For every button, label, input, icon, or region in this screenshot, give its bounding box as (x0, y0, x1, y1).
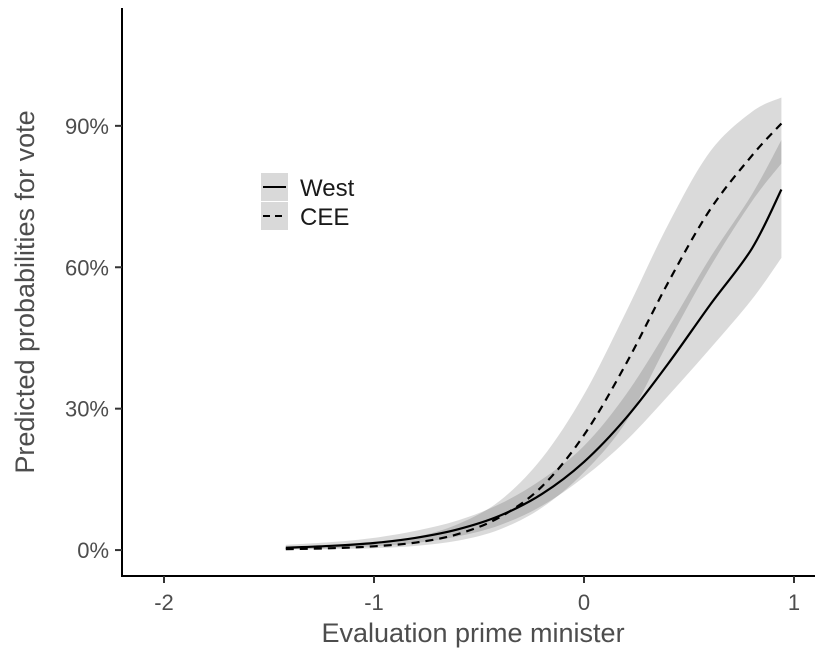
ci-band-cee (285, 97, 782, 550)
x-tick-label: 0 (578, 590, 590, 615)
x-tick-label: -1 (364, 590, 384, 615)
series-lines (285, 122, 783, 551)
y-tick-label: 60% (65, 255, 109, 280)
series-line-cee (285, 122, 783, 551)
y-tick-label: 90% (65, 114, 109, 139)
y-tick-label: 0% (77, 538, 109, 563)
series-line-west (285, 188, 783, 549)
x-tick-label: 1 (788, 590, 800, 615)
x-axis-title: Evaluation prime minister (321, 618, 624, 648)
y-tick-label: 30% (65, 397, 109, 422)
x-ticks: -2 -1 0 1 (154, 576, 800, 615)
x-tick-label: -2 (154, 590, 174, 615)
confidence-bands (285, 97, 782, 550)
legend-label-cee: CEE (300, 204, 349, 231)
axes (121, 8, 815, 577)
y-axis-title: Predicted probabilities for vote (10, 110, 40, 473)
legend-label-west: West (300, 175, 355, 202)
legend: West CEE (261, 173, 355, 231)
y-ticks: 0% 30% 60% 90% (65, 114, 122, 563)
